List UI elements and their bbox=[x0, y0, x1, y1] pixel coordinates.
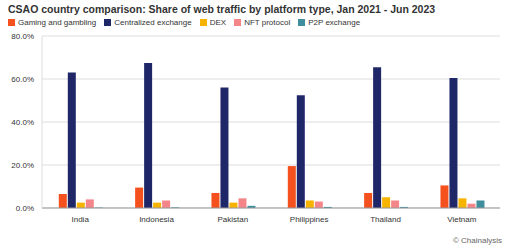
html-text:Gaming and gambling: Gaming and gambling bbox=[18, 18, 97, 27]
html-text:Centralized exchange: Centralized exchange bbox=[114, 18, 192, 27]
html-text:P2P exchange: P2P exchange bbox=[308, 18, 361, 27]
svg-text:20.0%: 20.0% bbox=[11, 161, 34, 170]
html-text:DEX: DEX bbox=[209, 18, 227, 27]
svg-text:Indonesia: Indonesia bbox=[139, 215, 174, 224]
html-text:© Chainalysis: © Chainalysis bbox=[453, 236, 502, 245]
html-text:NFT protocol: NFT protocol bbox=[244, 18, 291, 27]
svg-text:Thailand: Thailand bbox=[370, 215, 401, 224]
svg-text:0.0%: 0.0% bbox=[16, 204, 34, 213]
svg-text:India: India bbox=[71, 215, 89, 224]
svg-text:60.0%: 60.0% bbox=[11, 75, 34, 84]
svg-text:40.0%: 40.0% bbox=[11, 118, 34, 127]
svg-text:Vietnam: Vietnam bbox=[447, 215, 477, 224]
html-text:CSAO country comparison: Share: CSAO country comparison: Share of web tr… bbox=[8, 3, 436, 15]
svg-text:80.0%: 80.0% bbox=[11, 32, 34, 41]
svg-text:Pakistan: Pakistan bbox=[217, 215, 248, 224]
svg-text:Philippines: Philippines bbox=[290, 215, 329, 224]
